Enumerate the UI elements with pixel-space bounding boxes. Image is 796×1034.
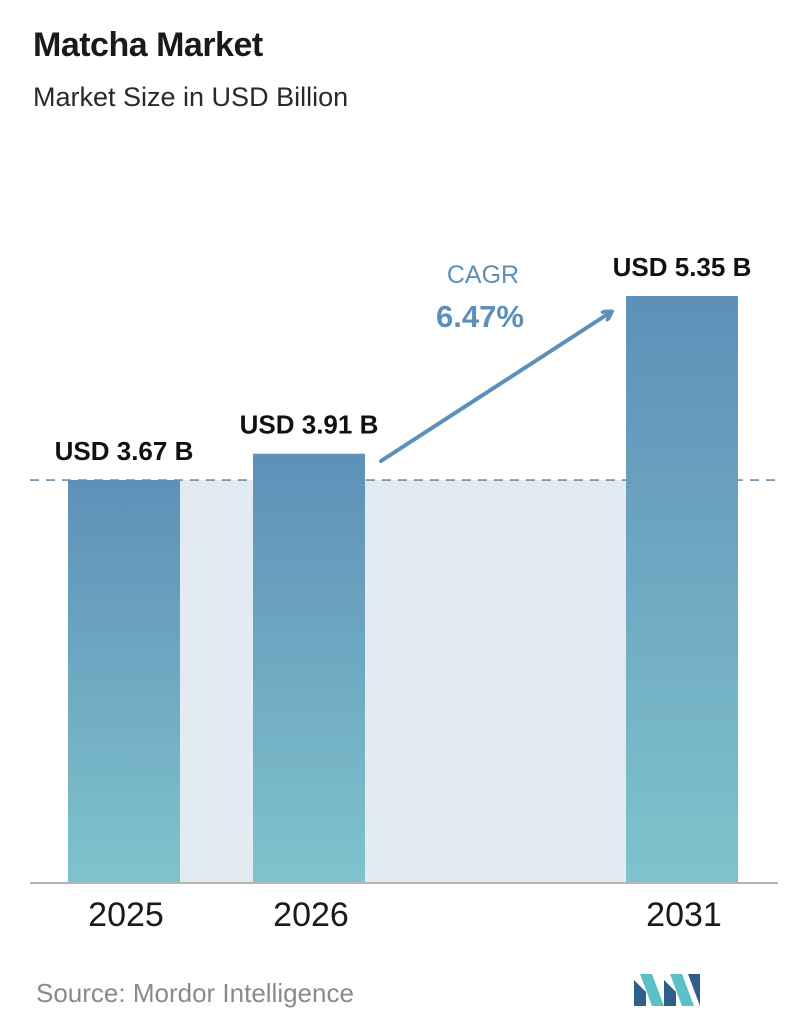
bar-2025 <box>68 480 180 882</box>
bar-2031 <box>626 296 738 882</box>
cagr-arrow <box>379 312 611 463</box>
background-band <box>180 480 626 882</box>
data-label-2031: USD 5.35 B <box>613 252 752 282</box>
cagr-label: CAGR <box>447 261 519 289</box>
bars-group <box>68 296 738 882</box>
x-tick-labels-group: 2025 2026 2031 <box>88 896 722 934</box>
x-tick-label-2031: 2031 <box>646 896 722 934</box>
x-tick-label-2025: 2025 <box>88 896 164 934</box>
data-label-2026: USD 3.91 B <box>240 410 379 440</box>
x-tick-label-2026: 2026 <box>273 896 349 934</box>
chart-title: Matcha Market <box>33 26 263 64</box>
cagr-value: 6.47% <box>436 299 524 334</box>
data-label-2025: USD 3.67 B <box>55 436 194 466</box>
bar-2026 <box>253 453 365 882</box>
mordor-intelligence-logo-icon <box>634 974 700 1006</box>
chart-subtitle: Market Size in USD Billion <box>33 82 349 112</box>
data-labels-group: USD 3.67 B USD 3.91 B USD 5.35 B <box>55 252 752 466</box>
background-bands <box>180 480 626 882</box>
source-text: Source: Mordor Intelligence <box>36 978 354 1008</box>
